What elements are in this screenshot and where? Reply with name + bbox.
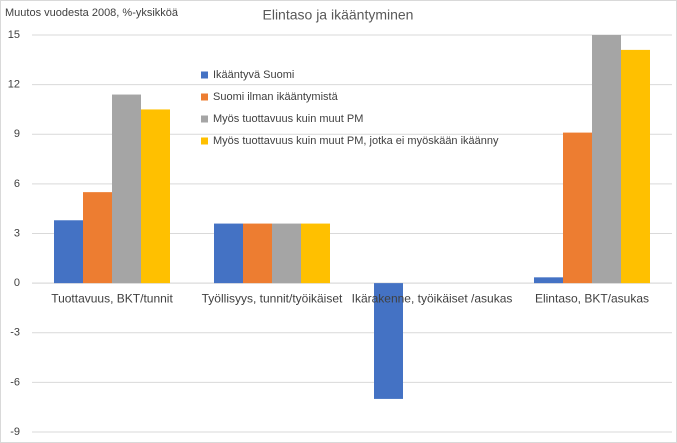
y-tick-label: 3 <box>14 227 20 239</box>
legend-label: Myös tuottavuus kuin muut PM <box>213 113 363 125</box>
y-tick-label: 9 <box>14 128 20 140</box>
legend-swatch <box>201 137 208 145</box>
y-tick-label: 6 <box>14 178 20 190</box>
y-tick-label: -9 <box>10 426 20 438</box>
bar <box>214 223 243 284</box>
bar <box>374 283 403 399</box>
bar <box>563 132 592 284</box>
bar <box>592 35 621 284</box>
chart-subtitle: Muutos vuodesta 2008, %-yksikköä <box>5 7 179 19</box>
legend-label: Ikääntyvä Suomi <box>213 69 294 81</box>
legend-swatch <box>201 93 208 101</box>
y-tick-label: 0 <box>14 277 20 289</box>
y-tick-label: -6 <box>10 376 20 388</box>
x-tick-label: Ikärakenne, työikäiset /asukas <box>352 291 513 305</box>
bar <box>141 109 170 284</box>
bar <box>54 220 83 284</box>
bar <box>301 223 330 284</box>
bar <box>83 192 112 284</box>
legend-label: Suomi ilman ikääntymistä <box>213 91 339 103</box>
x-tick-label: Työllisyys, tunnit/työikäiset <box>202 291 343 305</box>
bar <box>621 49 650 284</box>
bar <box>112 94 141 284</box>
y-tick-label: -3 <box>10 327 20 339</box>
chart-title: Elintaso ja ikääntyminen <box>263 7 414 23</box>
legend-swatch <box>201 71 208 79</box>
legend-label: Myös tuottavuus kuin muut PM, jotka ei m… <box>213 135 499 147</box>
y-tick-label: 15 <box>8 29 20 41</box>
legend-swatch <box>201 115 208 123</box>
bar <box>534 277 563 284</box>
bar <box>272 223 301 284</box>
x-tick-label: Elintaso, BKT/asukas <box>535 291 649 305</box>
bar <box>243 223 272 284</box>
x-tick-label: Tuottavuus, BKT/tunnit <box>51 291 173 305</box>
y-tick-label: 12 <box>8 79 20 91</box>
